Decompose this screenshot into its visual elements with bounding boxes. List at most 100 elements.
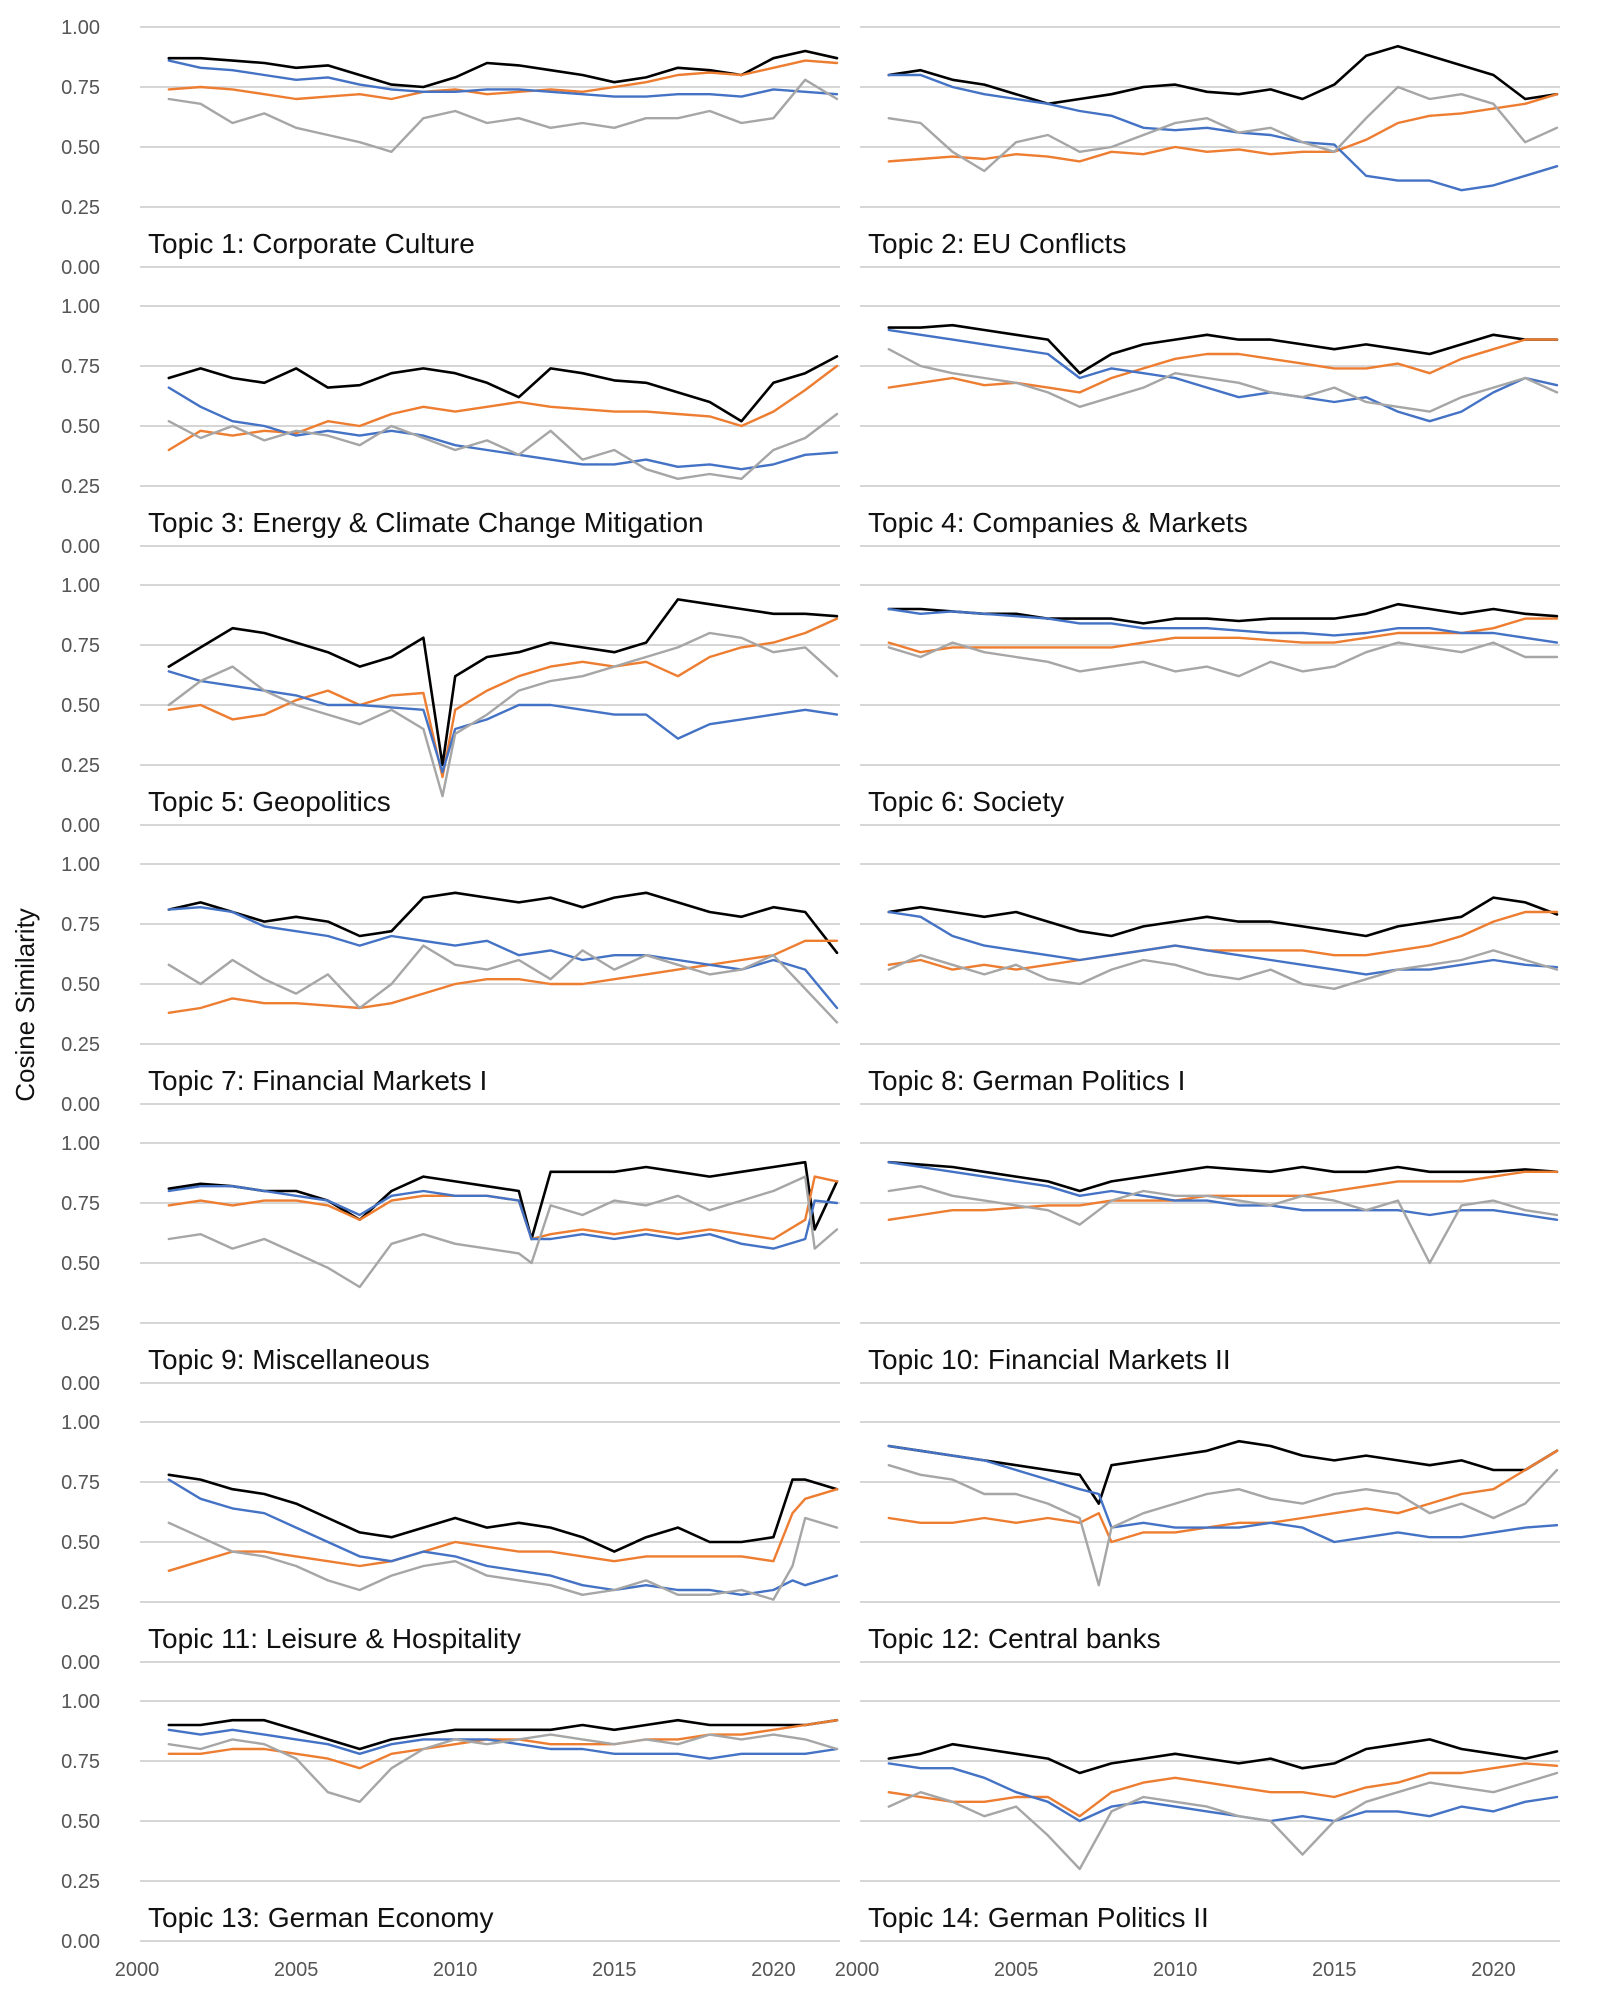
y-tick-label: 0.75 (61, 1751, 100, 1773)
y-tick-label: 0.00 (61, 257, 100, 279)
series-line-4 (167, 631, 839, 798)
x-tick-label: 2015 (592, 1959, 637, 1981)
panel-topic-8: Topic 8: German Politics I (860, 863, 1560, 1105)
series-line-3 (167, 670, 839, 774)
panel-title: Topic 3: Energy & Climate Change Mitigat… (148, 507, 704, 538)
series-line-1 (887, 1738, 1559, 1775)
series-line-4 (887, 1771, 1559, 1871)
panel-topic-2: Topic 2: EU Conflicts (860, 26, 1560, 268)
panel-title: Topic 10: Financial Markets II (868, 1344, 1231, 1375)
panel-topic-14: Topic 14: German Politics II (860, 1700, 1560, 1942)
series-line-2 (887, 1170, 1559, 1222)
series-line-3 (887, 910, 1559, 976)
panel-title: Topic 5: Geopolitics (148, 786, 391, 817)
series-line-4 (167, 1175, 839, 1289)
series-line-4 (887, 641, 1559, 678)
panel-title: Topic 9: Miscellaneous (148, 1344, 430, 1375)
series-line-1 (167, 49, 839, 89)
series-line-2 (887, 92, 1559, 163)
y-tick-label: 1.00 (61, 1412, 100, 1434)
series-line-2 (167, 1487, 839, 1573)
y-tick-label: 0.00 (61, 1652, 100, 1674)
series-line-3 (887, 1762, 1559, 1823)
panel-topic-13: 0.00 0.25 0.50 0.75 1.00 Topic 13: German Eco… (61, 1691, 840, 1953)
series-line-3 (167, 386, 839, 471)
series-line-4 (167, 412, 839, 480)
series-line-1 (887, 896, 1559, 938)
y-tick-label: 0.25 (61, 476, 100, 498)
series-line-3 (887, 328, 1559, 423)
series-line-1 (887, 1160, 1559, 1193)
panel-title: Topic 11: Leisure & Hospitality (148, 1623, 521, 1654)
panel-title: Topic 14: German Politics II (868, 1902, 1209, 1933)
panel-title: Topic 12: Central banks (868, 1623, 1161, 1654)
y-tick-label: 0.75 (61, 914, 100, 936)
y-tick-label: 0.25 (61, 1034, 100, 1056)
panel-title: Topic 4: Companies & Markets (868, 507, 1248, 538)
panel-topic-9: 0.00 0.25 0.50 0.75 1.00 Topic 9: Miscellaneo… (61, 1133, 840, 1395)
y-tick-label: 0.25 (61, 1871, 100, 1893)
series-line-4 (887, 1184, 1559, 1265)
panel-topic-3: 0.00 0.25 0.50 0.75 1.00 Topic 3: Energy & Cl… (61, 296, 840, 558)
panel-title: Topic 1: Corporate Culture (148, 228, 475, 259)
y-tick-label: 1.00 (61, 1691, 100, 1713)
series-line-4 (167, 1733, 839, 1804)
panel-title: Topic 2: EU Conflicts (868, 228, 1126, 259)
series-line-3 (887, 1160, 1559, 1222)
panel-title: Topic 6: Society (868, 786, 1064, 817)
y-tick-label: 0.50 (61, 416, 100, 438)
panel-title: Topic 8: German Politics I (868, 1065, 1185, 1096)
panel-topic-10: Topic 10: Financial Markets II (860, 1142, 1560, 1384)
y-tick-label: 0.75 (61, 1193, 100, 1215)
series-line-4 (887, 85, 1559, 173)
x-tick-label: 2020 (751, 1959, 796, 1981)
y-tick-label: 0.00 (61, 536, 100, 558)
panel-topic-6: Topic 6: Society (860, 584, 1560, 826)
series-line-2 (887, 910, 1559, 971)
series-line-2 (167, 939, 839, 1014)
series-line-4 (167, 1516, 839, 1601)
panel-topic-7: 0.00 0.25 0.50 0.75 1.00 Topic 7: Financial M… (61, 854, 840, 1116)
y-tick-label: 0.50 (61, 1811, 100, 1833)
y-tick-label: 0.25 (61, 197, 100, 219)
series-line-1 (887, 323, 1559, 375)
series-line-2 (167, 364, 839, 452)
y-tick-label: 0.00 (61, 1094, 100, 1116)
x-tick-label: 2000 (835, 1959, 880, 1981)
y-tick-label: 1.00 (61, 575, 100, 597)
y-tick-label: 0.75 (61, 1472, 100, 1494)
series-line-3 (887, 607, 1559, 644)
series-line-4 (887, 348, 1559, 413)
series-line-2 (167, 1175, 839, 1241)
y-tick-label: 0.00 (61, 1373, 100, 1395)
panel-title: Topic 7: Financial Markets I (148, 1065, 487, 1096)
series-line-4 (887, 1463, 1559, 1587)
series-line-1 (167, 355, 839, 423)
x-tick-label: 2005 (274, 1959, 319, 1981)
y-tick-label: 0.75 (61, 356, 100, 378)
y-tick-label: 0.50 (61, 137, 100, 159)
series-line-2 (167, 617, 839, 779)
series-line-3 (887, 1444, 1559, 1544)
y-tick-label: 0.00 (61, 1931, 100, 1953)
panel-topic-11: 0.00 0.25 0.50 0.75 1.00 Topic 11: Leisure & … (61, 1412, 840, 1674)
series-line-1 (167, 1718, 839, 1751)
series-line-1 (167, 891, 839, 955)
x-tick-label: 2000 (115, 1959, 160, 1981)
x-tick-label: 2015 (1312, 1959, 1357, 1981)
series-line-3 (167, 59, 839, 98)
series-line-3 (887, 73, 1559, 192)
y-tick-label: 0.75 (61, 77, 100, 99)
series-line-3 (167, 1184, 839, 1250)
x-tick-label: 2010 (1153, 1959, 1198, 1981)
series-line-2 (887, 1762, 1559, 1818)
x-tick-label: 2020 (1471, 1959, 1516, 1981)
y-axis-label: Cosine Similarity (10, 908, 40, 1102)
facet-panels: 0.00 0.25 0.50 0.75 1.00 Topic 1: Corporate C… (61, 17, 1560, 1981)
series-line-1 (887, 44, 1559, 106)
panel-title: Topic 13: German Economy (148, 1902, 494, 1933)
y-tick-label: 0.50 (61, 695, 100, 717)
series-line-4 (167, 78, 839, 154)
x-tick-label: 2010 (433, 1959, 478, 1981)
series-line-1 (167, 1160, 839, 1241)
